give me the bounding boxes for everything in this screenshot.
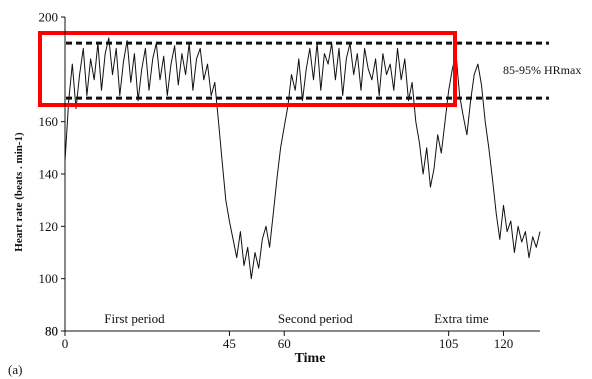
x-tick-label: 105 [439,336,459,351]
period-label: Extra time [434,311,489,326]
y-tick-label: 120 [39,219,59,234]
y-tick-label: 80 [45,324,58,339]
x-tick-label: 45 [223,336,236,351]
band-label: 85-95% HRmax [503,63,581,77]
x-tick-label: 60 [278,336,291,351]
x-ticks: 0 45 60 105 120 [62,331,513,351]
x-axis-title: Time [295,351,326,366]
x-tick-label: 0 [62,336,69,351]
series-line-1 [64,37,541,280]
y-axis-title: Heart rate (beats . min-1) [13,132,25,252]
y-tick-label: 160 [39,114,59,129]
reference-lines [66,41,549,100]
y-tick-label: 80 [45,324,58,339]
y-tick-label: 100 [39,271,59,286]
period-label: First period [104,311,165,326]
period-labels: First period Second period Extra time [104,311,489,326]
y-tick-label: 200 [39,10,59,25]
panel-label: (a) [8,362,23,377]
x-tick-label: 120 [494,336,514,351]
period-label: Second period [278,311,353,326]
series-layer [64,37,541,280]
y-tick-label: 140 [39,167,59,182]
highlight-box [38,31,457,107]
